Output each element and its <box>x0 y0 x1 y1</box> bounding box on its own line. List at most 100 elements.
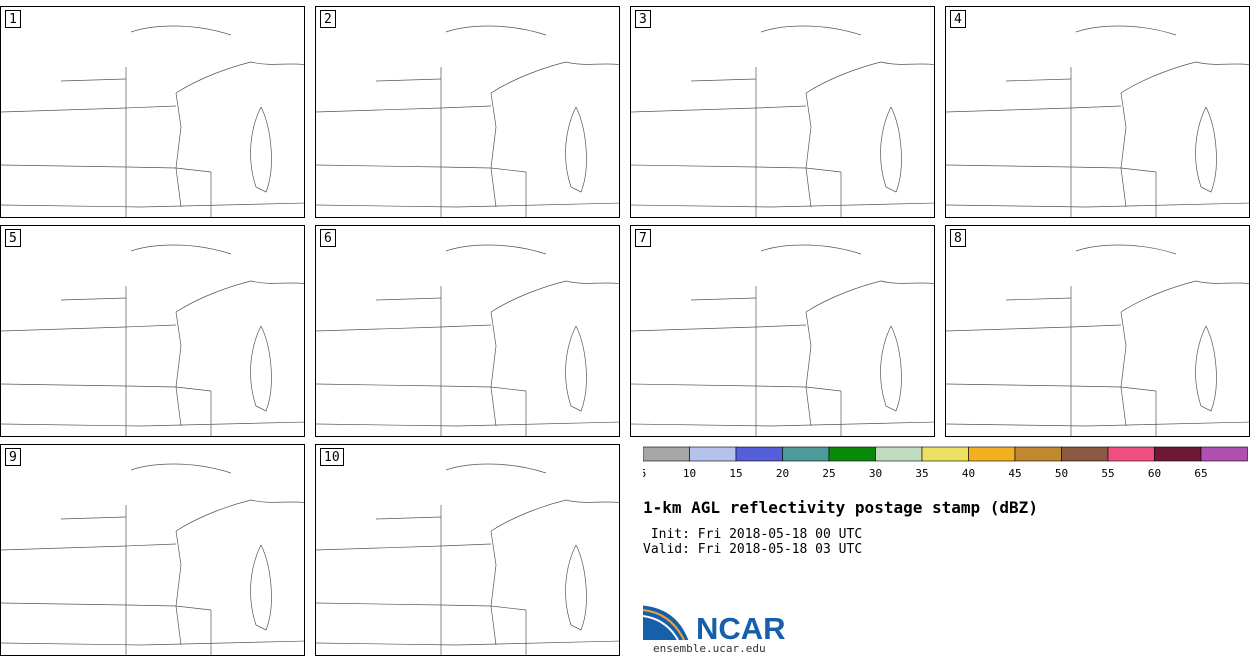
map-panel: 4 <box>945 6 1250 218</box>
reflectivity-colorbar: 5 10 15 20 25 30 35 40 45 50 55 60 65 <box>640 446 1252 486</box>
boundary-line <box>1120 280 1249 313</box>
boundary-line <box>631 164 842 173</box>
colorbar-swatch <box>689 446 737 462</box>
boundary-line <box>1 421 304 427</box>
colorbar-swatch <box>1154 446 1202 462</box>
boundary-line <box>60 516 127 520</box>
boundary-line <box>805 311 812 427</box>
map-panel: 6 <box>315 225 620 437</box>
map-panel: 10 <box>315 444 620 656</box>
boundary-line <box>490 61 619 94</box>
boundary-line <box>1 640 304 646</box>
boundary-line <box>1 164 212 173</box>
boundary-line <box>760 244 862 255</box>
boundary-line <box>1 383 212 392</box>
boundary-line <box>375 516 442 520</box>
valid-time: Valid: Fri 2018-05-18 03 UTC <box>643 542 863 557</box>
boundary-line <box>805 61 934 94</box>
boundary-line <box>316 602 527 611</box>
boundary-line <box>316 640 619 646</box>
init-time: Init: Fri 2018-05-18 00 UTC <box>643 527 863 542</box>
reflectivity-map <box>1 25 304 217</box>
panel-number: 6 <box>320 229 336 247</box>
boundary-line <box>1075 25 1177 36</box>
boundary-line <box>760 25 862 36</box>
boundary-line <box>490 530 497 646</box>
boundary-line <box>946 105 1122 113</box>
colorbar-swatch <box>735 446 783 462</box>
boundary-line <box>445 244 547 255</box>
boundary-line <box>631 105 807 113</box>
boundary-line <box>490 280 619 313</box>
boundary-line <box>316 202 619 208</box>
boundary-line <box>250 106 272 193</box>
reflectivity-map <box>631 244 934 436</box>
map-panel: 7 <box>630 225 935 437</box>
boundary-line <box>690 78 757 82</box>
reflectivity-map <box>316 244 619 436</box>
boundary-line <box>1 202 304 208</box>
boundary-line <box>565 106 587 193</box>
boundary-line <box>1120 92 1127 208</box>
colorbar-tick-label: 65 <box>1194 467 1207 480</box>
colorbar-swatch <box>782 446 830 462</box>
boundary-line <box>1005 297 1072 301</box>
boundary-line <box>805 92 812 208</box>
boundary-line <box>130 463 232 474</box>
boundary-line <box>375 297 442 301</box>
logo-url: ensemble.ucar.edu <box>653 642 766 655</box>
boundary-line <box>1120 311 1127 427</box>
boundary-line <box>175 92 182 208</box>
map-panel: 3 <box>630 6 935 218</box>
map-panel: 1 <box>0 6 305 218</box>
colorbar-tick-label: 45 <box>1008 467 1021 480</box>
colorbar-swatch <box>1107 446 1155 462</box>
boundary-line <box>490 92 497 208</box>
colorbar-tick-label: 60 <box>1148 467 1161 480</box>
panel-number: 3 <box>635 10 651 28</box>
boundary-line <box>175 61 304 94</box>
boundary-line <box>1120 61 1249 94</box>
boundary-line <box>631 421 934 427</box>
colorbar-tick-label: 5 <box>643 467 646 480</box>
boundary-line <box>175 499 304 532</box>
reflectivity-map <box>1 244 304 436</box>
colorbar-swatch <box>642 446 690 462</box>
colorbar-swatch <box>968 446 1016 462</box>
figure-title: 1-km AGL reflectivity postage stamp (dBZ… <box>643 498 1038 517</box>
panel-number: 7 <box>635 229 651 247</box>
panel-number: 1 <box>5 10 21 28</box>
boundary-line <box>565 325 587 412</box>
boundary-line <box>250 325 272 412</box>
boundary-line <box>946 202 1249 208</box>
colorbar-tick-label: 50 <box>1055 467 1068 480</box>
colorbar-tick-label: 40 <box>962 467 975 480</box>
ncar-logo: NCAR <box>642 600 792 646</box>
colorbar-tick-label: 55 <box>1101 467 1114 480</box>
reflectivity-map <box>316 463 619 655</box>
boundary-line <box>1005 78 1072 82</box>
colorbar-swatch <box>921 446 969 462</box>
boundary-line <box>1 543 177 551</box>
colorbar-swatch <box>1061 446 1109 462</box>
colorbar-tick-label: 30 <box>869 467 882 480</box>
colorbar-tick-label: 25 <box>822 467 835 480</box>
panel-number: 4 <box>950 10 966 28</box>
colorbar-tick-label: 10 <box>683 467 696 480</box>
boundary-line <box>880 325 902 412</box>
map-panel: 2 <box>315 6 620 218</box>
boundary-line <box>631 383 842 392</box>
boundary-line <box>1 602 212 611</box>
boundary-line <box>175 530 182 646</box>
boundary-line <box>946 324 1122 332</box>
reflectivity-map <box>631 25 934 217</box>
reflectivity-map <box>946 25 1249 217</box>
colorbar-swatch <box>828 446 876 462</box>
boundary-line <box>445 463 547 474</box>
panel-number: 2 <box>320 10 336 28</box>
boundary-line <box>490 499 619 532</box>
boundary-line <box>690 297 757 301</box>
boundary-line <box>565 544 587 631</box>
boundary-line <box>946 164 1157 173</box>
boundary-line <box>1 105 177 113</box>
